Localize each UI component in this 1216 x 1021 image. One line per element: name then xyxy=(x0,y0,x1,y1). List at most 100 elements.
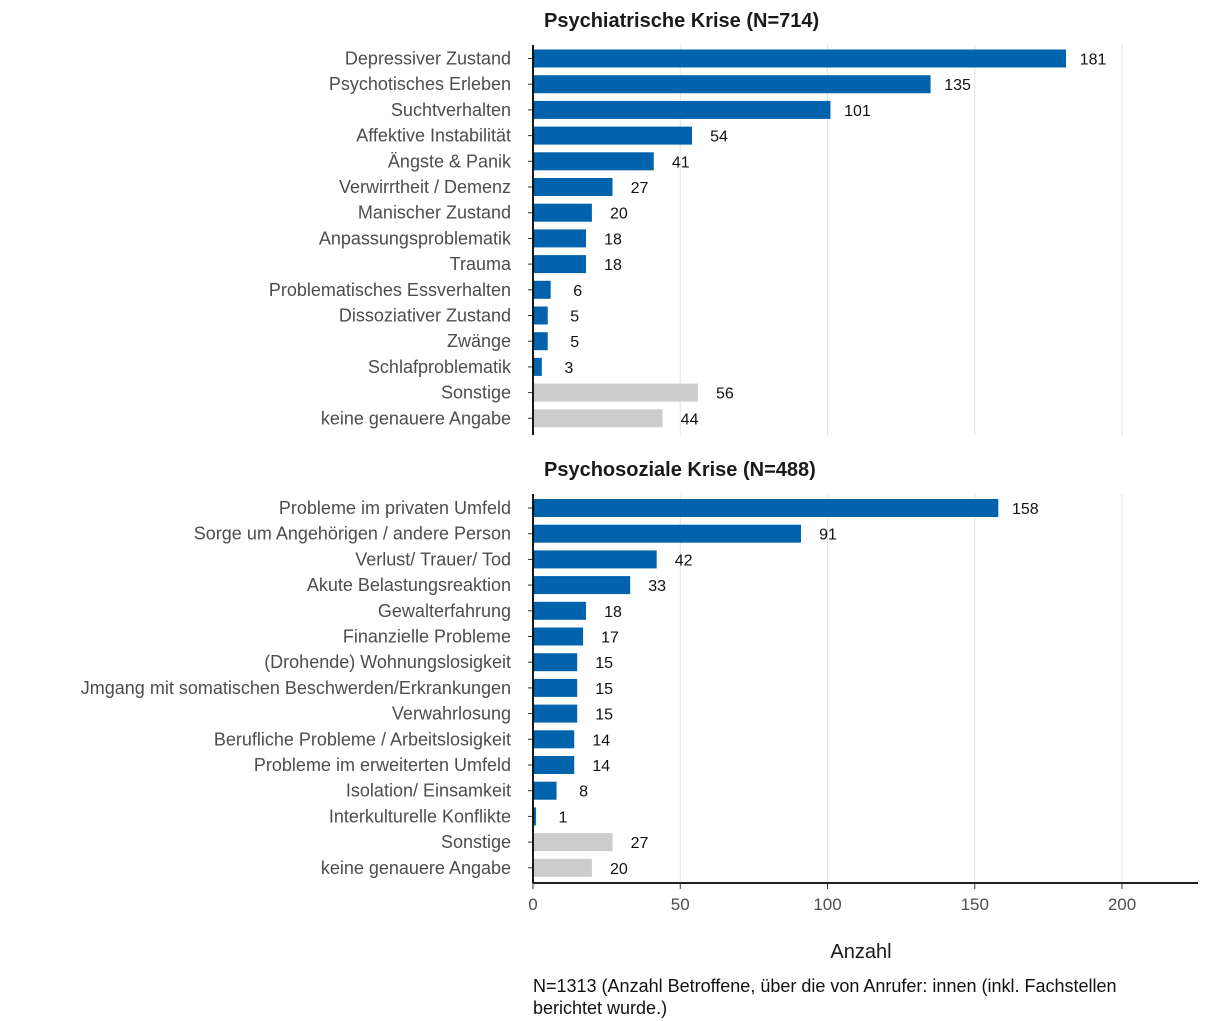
data-label: 14 xyxy=(592,758,610,775)
bar xyxy=(533,280,551,299)
data-label: 1 xyxy=(558,809,567,826)
data-label: 6 xyxy=(573,283,582,300)
bar xyxy=(533,49,1067,68)
bar xyxy=(533,653,578,672)
category-label: Anpassungsproblematik xyxy=(319,228,512,248)
bar xyxy=(533,858,592,877)
data-label: 20 xyxy=(610,206,628,223)
bar xyxy=(533,332,548,351)
data-label: 5 xyxy=(570,309,579,326)
category-label: Trauma xyxy=(450,254,512,274)
bar xyxy=(533,75,931,94)
data-label: 17 xyxy=(601,630,619,647)
data-label: 18 xyxy=(604,257,622,274)
bar xyxy=(533,524,801,543)
data-label: 44 xyxy=(681,411,699,428)
bar xyxy=(533,409,663,428)
bar xyxy=(533,550,657,569)
category-label: (Drohende) Wohnungslosigkeit xyxy=(264,652,511,672)
bar xyxy=(533,383,698,402)
x-tick-label: 150 xyxy=(961,895,989,914)
data-label: 5 xyxy=(570,334,579,351)
data-label: 135 xyxy=(944,77,971,94)
bar xyxy=(533,255,587,274)
category-label: Manischer Zustand xyxy=(358,203,511,223)
data-label: 15 xyxy=(595,707,613,724)
data-label: 181 xyxy=(1080,52,1107,69)
bar xyxy=(533,100,831,119)
data-label: 18 xyxy=(604,231,622,248)
category-label: Ängste & Panik xyxy=(388,151,512,171)
category-label: Sonstige xyxy=(441,832,511,852)
chart-caption: N=1313 (Anzahl Betroffene, über die von … xyxy=(533,976,1117,1018)
bar xyxy=(533,601,587,620)
bar xyxy=(533,627,584,646)
category-label: Psychotisches Erleben xyxy=(329,74,511,94)
x-tick-label: 100 xyxy=(813,895,841,914)
bar xyxy=(533,203,592,222)
bar xyxy=(533,126,693,145)
bar xyxy=(533,499,999,517)
category-label: Dissoziativer Zustand xyxy=(339,306,511,326)
category-label: Berufliche Probleme / Arbeitslosigkeit xyxy=(214,729,511,749)
bar xyxy=(533,229,587,248)
category-label: Isolation/ Einsamkeit xyxy=(346,781,511,801)
bar xyxy=(533,678,578,697)
category-label: keine genauere Angabe xyxy=(321,858,511,878)
data-label: 33 xyxy=(648,578,666,595)
category-label: Verwahrlosung xyxy=(392,704,511,724)
bar xyxy=(533,756,575,774)
panel-title: Psychosoziale Krise (N=488) xyxy=(544,459,816,481)
category-label: Schlafproblematik xyxy=(368,357,512,377)
x-tick-label: 50 xyxy=(671,895,690,914)
category-label: Jmgang mit somatischen Beschwerden/Erkra… xyxy=(81,678,511,698)
data-label: 15 xyxy=(595,681,613,698)
x-tick-label: 0 xyxy=(528,895,537,914)
data-label: 101 xyxy=(844,103,871,120)
data-label: 3 xyxy=(564,360,573,377)
data-label: 14 xyxy=(592,732,610,749)
category-label: Sonstige xyxy=(441,383,511,403)
category-label: Depressiver Zustand xyxy=(345,49,511,69)
bar xyxy=(533,730,575,749)
category-label: Akute Belastungsreaktion xyxy=(307,575,511,595)
data-label: 56 xyxy=(716,386,734,403)
data-label: 41 xyxy=(672,154,690,171)
category-label: Interkulturelle Konflikte xyxy=(329,806,511,826)
bar xyxy=(533,781,557,800)
category-label: Verwirrtheit / Demenz xyxy=(339,177,511,197)
data-label: 18 xyxy=(604,604,622,621)
category-label: keine genauere Angabe xyxy=(321,408,511,428)
panel-title: Psychiatrische Krise (N=714) xyxy=(544,10,819,32)
category-label: Finanzielle Probleme xyxy=(343,627,511,647)
x-axis-title: Anzahl xyxy=(830,941,891,963)
bar xyxy=(533,178,613,196)
category-label: Problematisches Essverhalten xyxy=(269,280,511,300)
x-tick-label: 200 xyxy=(1108,895,1136,914)
data-label: 158 xyxy=(1012,501,1039,518)
bar xyxy=(533,152,654,171)
data-label: 27 xyxy=(631,180,649,197)
category-label: Sorge um Angehörigen / andere Person xyxy=(194,524,511,544)
data-label: 27 xyxy=(631,835,649,852)
bar xyxy=(533,807,536,826)
category-label: Gewalterfahrung xyxy=(378,601,511,621)
bar xyxy=(533,704,578,723)
bar xyxy=(533,357,542,376)
data-label: 54 xyxy=(710,129,728,146)
category-label: Probleme im privaten Umfeld xyxy=(279,498,511,518)
bar xyxy=(533,576,631,595)
category-label: Zwänge xyxy=(447,331,511,351)
data-label: 42 xyxy=(675,552,693,569)
data-label: 91 xyxy=(819,527,837,544)
bar xyxy=(533,306,548,325)
category-label: Suchtverhalten xyxy=(391,100,511,120)
category-label: Probleme im erweiterten Umfeld xyxy=(254,755,511,775)
data-label: 20 xyxy=(610,861,628,878)
bar xyxy=(533,833,613,852)
category-label: Affektive Instabilität xyxy=(356,126,511,146)
data-label: 15 xyxy=(595,655,613,672)
data-label: 8 xyxy=(579,784,588,801)
category-label: Verlust/ Trauer/ Tod xyxy=(355,549,511,569)
